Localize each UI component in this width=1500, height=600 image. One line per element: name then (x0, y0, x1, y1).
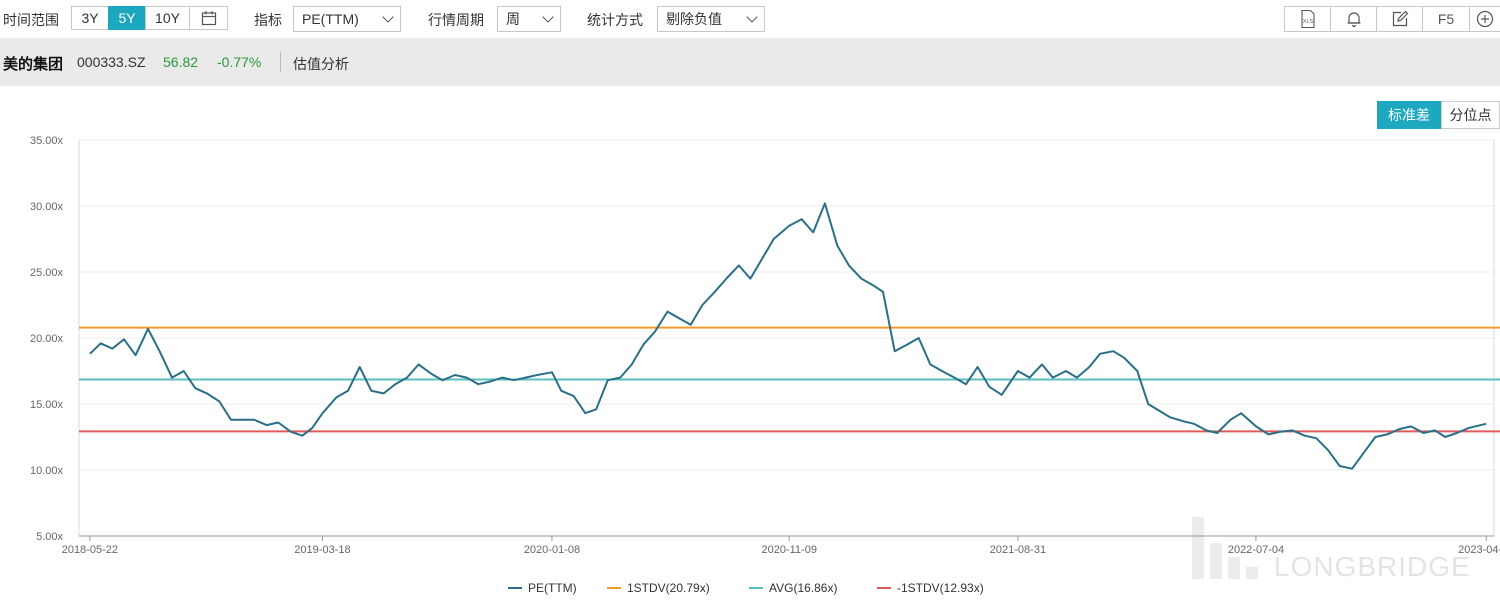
chevron-down-icon (382, 11, 394, 23)
range-3y-button[interactable]: 3Y (71, 6, 109, 30)
legend-item-pe: PE(TTM) (508, 581, 577, 595)
stat-method-value: 剔除负值 (666, 11, 722, 27)
legend-label: -1STDV(12.93x) (897, 581, 984, 595)
grid (78, 139, 1495, 537)
legend-item-minus-1std: -1STDV(12.93x) (877, 581, 984, 595)
f5-button[interactable]: F5 (1422, 6, 1470, 32)
x-tick-label: 2023-04-27 (1458, 544, 1500, 556)
toolbar: 时间范围 3Y 5Y 10Y 指标 PE(TTM) 行情周期 周 统计方式 剔除… (0, 0, 1500, 38)
x-tick-label: 2020-01-08 (524, 544, 580, 556)
y-tick-label: 35.00x (30, 135, 64, 147)
stock-info-bar: 美的集团 000333.SZ 56.82 -0.77% 估值分析 (0, 38, 1500, 86)
watermark-text: LONGBRIDGE (1274, 551, 1471, 582)
stock-code: 000333.SZ (77, 54, 146, 70)
plus-circle-icon (1476, 10, 1494, 28)
stock-name: 美的集团 (3, 56, 64, 73)
longbridge-watermark: LONGBRIDGE (1188, 517, 1488, 582)
y-tick-label: 5.00x (36, 531, 63, 543)
chevron-down-icon (746, 11, 758, 23)
note-button[interactable] (1376, 6, 1423, 32)
pe-series (89, 202, 1487, 470)
period-select[interactable]: 周 (497, 6, 561, 32)
stat-method-label: 统计方式 (587, 12, 643, 28)
legend-item-plus-1std: 1STDV(20.79x) (607, 581, 710, 595)
legend-swatch (607, 587, 621, 589)
section-title: 估值分析 (293, 56, 349, 72)
period-label: 行情周期 (428, 12, 484, 28)
x-tick-label: 2019-03-18 (294, 544, 350, 556)
indicator-value: PE(TTM) (302, 11, 359, 27)
pe-valuation-chart: 5.00x 10.00x 15.00x 20.00x 25.00x 30.00x 35.00… (30, 135, 1500, 556)
xls-file-icon: XLS (1300, 9, 1315, 29)
edit-icon (1392, 10, 1408, 27)
x-tick-label: 2020-11-09 (761, 544, 816, 556)
y-tick-label: 30.00x (30, 201, 64, 213)
xls-label: XLS (1302, 19, 1313, 25)
pe-ttm-line (89, 202, 1487, 470)
x-tick-label: 2021-08-31 (990, 544, 1046, 556)
period-value: 周 (506, 11, 520, 27)
legend-label: AVG(16.86x) (769, 581, 838, 595)
y-tick-label: 20.00x (30, 333, 64, 345)
axes: 5.00x 10.00x 15.00x 20.00x 25.00x 30.00x 35.00… (30, 135, 1500, 556)
alert-button[interactable] (1330, 6, 1377, 32)
percentile-toggle[interactable]: 分位点 (1441, 101, 1500, 129)
stock-price: 56.82 (163, 54, 199, 70)
legend-swatch (749, 587, 763, 589)
time-range-label: 时间范围 (3, 12, 59, 28)
export-xls-button[interactable]: XLS (1284, 6, 1331, 32)
indicator-label: 指标 (254, 12, 282, 28)
stock-change: -0.77% (217, 54, 262, 70)
x-tick-label: 2022-07-04 (1228, 544, 1284, 556)
chevron-down-icon (542, 11, 554, 23)
longbridge-logo-icon (1192, 517, 1258, 579)
x-tick-label: 2018-05-22 (62, 544, 118, 556)
indicator-select[interactable]: PE(TTM) (293, 6, 401, 32)
std-dev-toggle[interactable]: 标准差 (1377, 101, 1441, 129)
legend-swatch (877, 587, 891, 589)
legend-label: 1STDV(20.79x) (627, 581, 710, 595)
divider (280, 52, 281, 72)
add-button[interactable] (1469, 6, 1500, 32)
legend-item-avg: AVG(16.86x) (749, 581, 837, 595)
y-tick-label: 10.00x (30, 465, 64, 477)
calendar-button[interactable] (189, 6, 228, 30)
legend-label: PE(TTM) (528, 581, 577, 595)
legend-swatch (508, 587, 522, 589)
range-5y-button[interactable]: 5Y (108, 6, 146, 30)
y-tick-label: 25.00x (30, 267, 64, 279)
range-10y-button[interactable]: 10Y (145, 6, 190, 30)
calendar-icon (201, 11, 216, 26)
y-tick-label: 15.00x (30, 399, 64, 411)
stat-method-select[interactable]: 剔除负值 (657, 6, 765, 32)
bell-icon (1347, 12, 1360, 28)
chart-legend: PE(TTM) 1STDV(20.79x) AVG(16.86x) -1STDV… (0, 581, 1500, 597)
reference-lines (79, 326, 1500, 433)
